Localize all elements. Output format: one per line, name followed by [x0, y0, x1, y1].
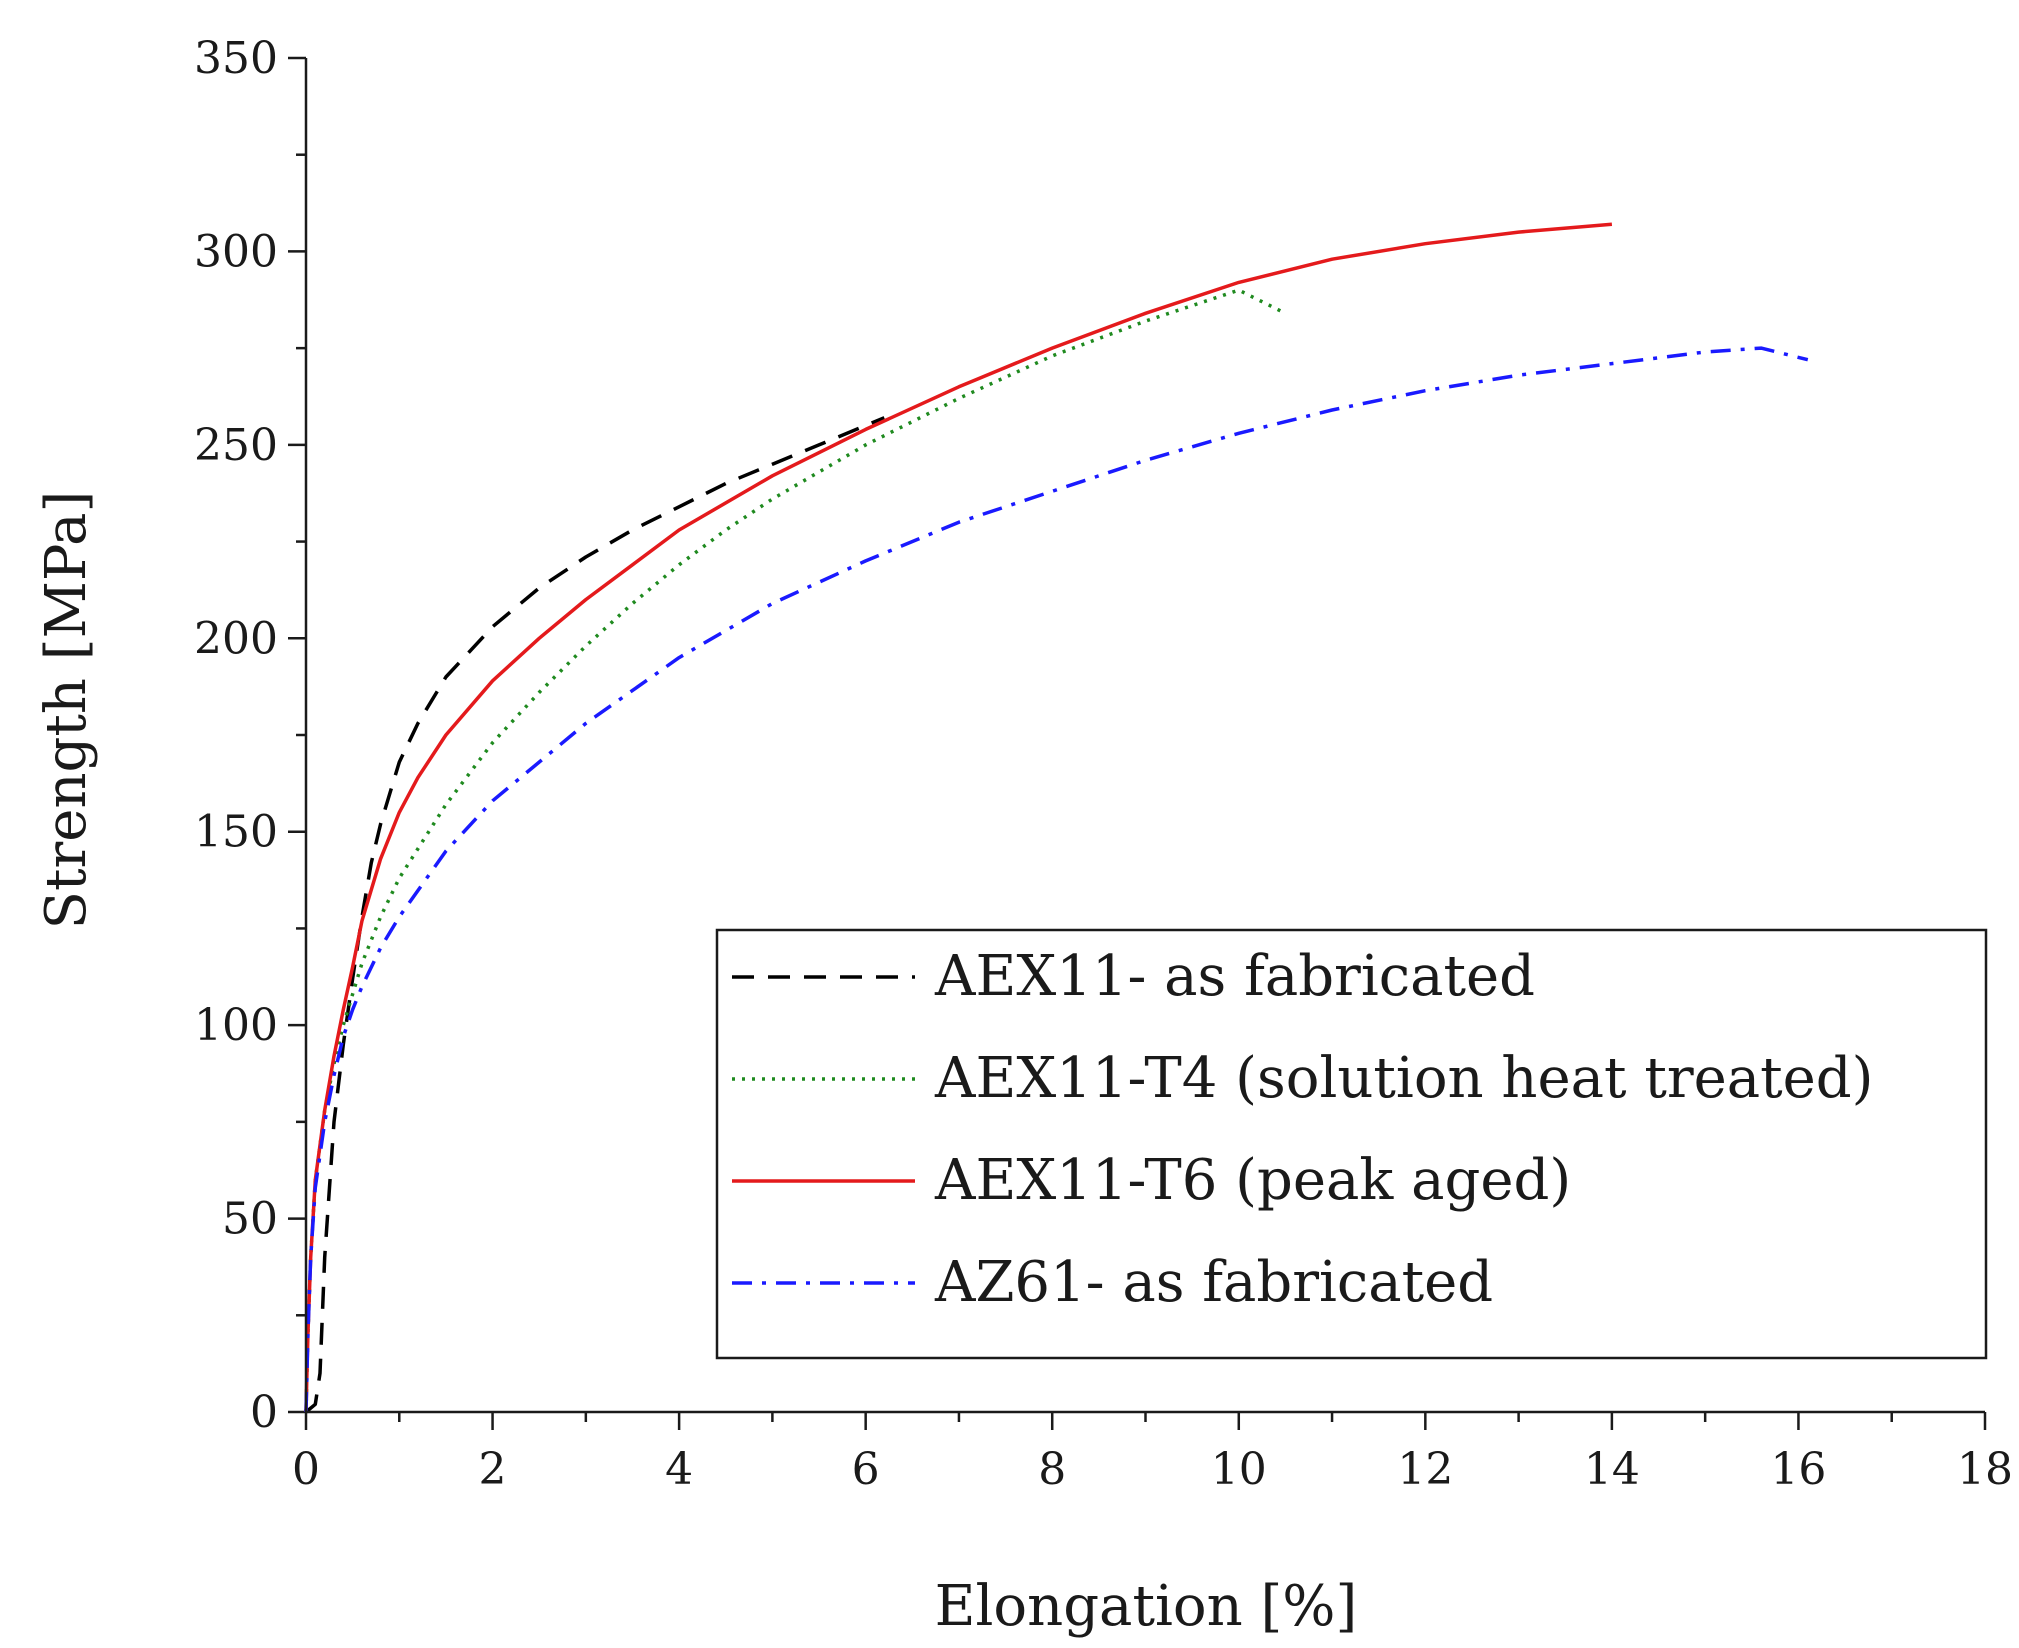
x-tick-label: 16 — [1770, 1444, 1826, 1495]
legend-label-3: AEX11-T6 (peak aged) — [934, 1148, 1571, 1213]
series-line-3 — [304, 222, 1613, 1413]
x-tick-label: 2 — [479, 1444, 507, 1495]
y-axis-ticks: 0 50 100 150 200 250 300 350 — [194, 33, 306, 1438]
y-axis-title: Strength [MPa] — [34, 491, 99, 930]
legend-label-4: AZ61- as fabricated — [934, 1250, 1493, 1315]
legend-label-1: AEX11- as fabricated — [934, 944, 1535, 1009]
legend: AEX11- as fabricated AEX11-T4 (solution h… — [715, 928, 1988, 1360]
series-layer — [304, 222, 1809, 1414]
y-tick-label: 350 — [194, 33, 278, 84]
y-tick-label: 0 — [250, 1387, 278, 1438]
x-tick-label: 0 — [292, 1444, 320, 1495]
x-tick-label: 4 — [665, 1444, 693, 1495]
y-tick-label: 200 — [194, 613, 278, 664]
x-tick-label: 18 — [1957, 1444, 2013, 1495]
x-tick-label: 6 — [852, 1444, 880, 1495]
x-axis-ticks: 0 2 4 6 8 10 12 14 16 18 — [292, 1412, 2013, 1495]
y-tick-label: 50 — [222, 1194, 278, 1245]
legend-box — [715, 928, 1988, 1360]
y-tick-label: 150 — [194, 807, 278, 858]
legend-label-2: AEX11-T4 (solution heat treated) — [934, 1046, 1873, 1111]
x-tick-label: 8 — [1038, 1444, 1066, 1495]
y-tick-label: 250 — [194, 420, 278, 471]
x-tick-label: 14 — [1584, 1444, 1640, 1495]
x-tick-label: 10 — [1211, 1444, 1267, 1495]
x-tick-label: 12 — [1397, 1444, 1453, 1495]
x-axis-title: Elongation [%] — [935, 1574, 1358, 1639]
series-line-4 — [304, 346, 1809, 1413]
series-line-1 — [304, 416, 885, 1414]
y-tick-label: 100 — [194, 1000, 278, 1051]
y-tick-label: 300 — [194, 226, 278, 277]
